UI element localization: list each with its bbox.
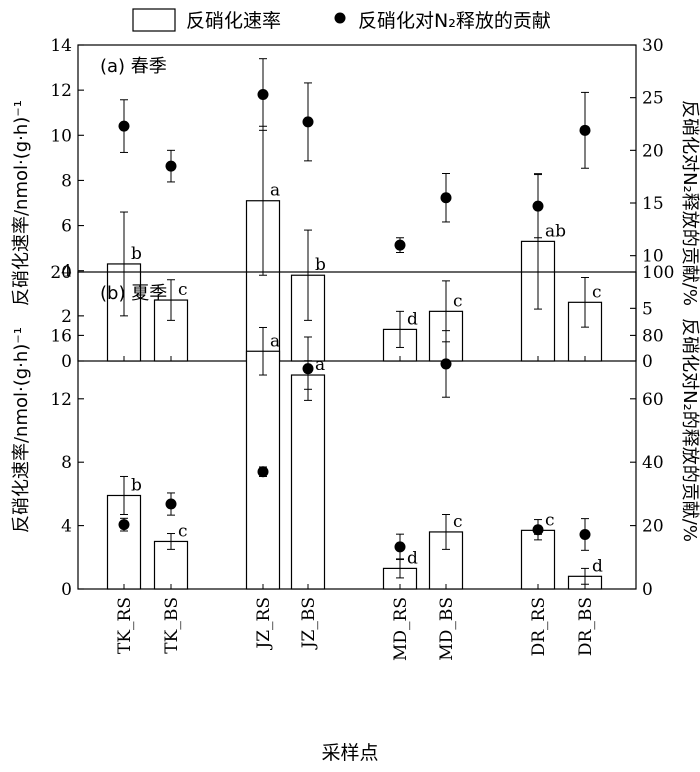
x-tick-label-MD_RS: MD_RS [391, 597, 411, 661]
sig-letter-b-JZ_RS: a [270, 331, 280, 351]
left-tick-label-a: 14 [50, 36, 72, 56]
plot-frame-b [77, 271, 637, 590]
x-tick-label-JZ_RS: JZ_RS [254, 597, 274, 651]
legend-bar-label: 反硝化速率 [186, 10, 281, 32]
left-axis-title-a: 反硝化速率/nmol·(g·h)⁻¹ [11, 100, 32, 306]
left-tick-label-a: 6 [61, 217, 72, 237]
x-tick-label-DR_RS: DR_RS [529, 597, 549, 656]
sig-letter-b-TK_BS: c [178, 521, 188, 541]
right-tick-label-a: 30 [642, 36, 664, 56]
dot-a-TK_BS [165, 160, 177, 172]
x-axis-title: 采样点 [321, 742, 378, 764]
left-tick-label-b: 16 [50, 326, 72, 346]
right-tick-label-b: 60 [642, 390, 664, 410]
sig-letter-a-TK_BS: c [178, 280, 188, 300]
left-tick-label-a: 10 [50, 126, 72, 146]
dot-b-JZ_BS [302, 363, 314, 375]
left-tick-label-b: 12 [50, 390, 72, 410]
dot-b-JZ_RS [257, 466, 269, 478]
dot-b-MD_RS [394, 541, 406, 553]
right-tick-label-a: 15 [642, 194, 664, 214]
dot-a-DR_RS [532, 200, 544, 212]
x-tick-label-TK_RS: TK_RS [115, 597, 135, 654]
dot-b-DR_BS [579, 528, 591, 540]
x-tick-label-JZ_BS: JZ_BS [299, 597, 319, 650]
right-tick-label-a: 0 [642, 352, 653, 372]
right-tick-label-b: 0 [642, 580, 653, 600]
dot-a-MD_RS [394, 239, 406, 251]
sig-letter-a-JZ_RS: a [270, 181, 280, 201]
legend-bar-swatch [132, 8, 176, 32]
panel-spring: 0 2 4 6 8 10 12 14 0 5 10 15 20 25 30 (a) 春季反硝化速率/nmol·… [11, 36, 700, 372]
panel-label-b: (b) 夏季 [100, 283, 167, 304]
sig-letter-a-DR_BS: c [592, 282, 602, 302]
left-tick-label-a: 4 [61, 262, 72, 282]
sig-letter-b-TK_RS: b [131, 475, 142, 495]
dot-a-MD_BS [440, 192, 452, 204]
right-axis-title-b: 反硝化对N₂的释放的贡献/% [679, 318, 700, 542]
x-tick-labels: TK_RS TK_BS JZ_RS JZ_BS MD_RS MD_BS DR_RS DR_BS [115, 597, 596, 661]
right-tick-label-b: 80 [642, 326, 664, 346]
sig-letter-a-TK_RS: b [131, 244, 142, 264]
dot-b-TK_RS [118, 519, 130, 531]
dot-a-JZ_BS [302, 116, 314, 128]
left-tick-label-b: 0 [61, 580, 72, 600]
sig-letter-b-MD_RS: d [407, 548, 418, 568]
right-tick-label-a: 25 [642, 89, 664, 109]
left-tick-label-a: 8 [61, 171, 72, 191]
x-tick-label-TK_BS: TK_BS [162, 597, 182, 654]
right-axis-title-a: 反硝化对N₂释放的贡献/% [679, 100, 700, 306]
left-tick-label-a: 12 [50, 81, 72, 101]
left-tick-label-a: 2 [61, 307, 72, 327]
left-tick-label-b: 8 [61, 453, 72, 473]
panel-label-a: (a) 春季 [100, 56, 167, 77]
right-tick-label-b: 40 [642, 453, 664, 473]
right-tick-label-b: 20 [642, 517, 664, 537]
legend: 反硝化速率 反硝化对N₂释放的贡献 [132, 8, 551, 32]
legend-dot-swatch [334, 12, 346, 24]
sig-letter-b-DR_RS: c [545, 510, 555, 530]
dot-b-DR_RS [532, 524, 544, 536]
sig-letter-a-MD_BS: c [453, 291, 463, 311]
right-tick-label-a: 5 [642, 299, 653, 319]
x-tick-label-MD_BS: MD_BS [437, 597, 457, 661]
sig-letter-b-JZ_BS: a [315, 355, 325, 375]
left-tick-label-b: 20 [50, 263, 72, 283]
sig-letter-a-JZ_BS: b [315, 255, 326, 275]
dot-a-TK_RS [118, 120, 130, 132]
dot-a-DR_BS [579, 124, 591, 136]
sig-letter-a-DR_RS: ab [545, 221, 566, 241]
left-tick-label-b: 4 [61, 517, 72, 537]
sig-letter-a-MD_RS: d [407, 309, 418, 329]
x-tick-label-DR_BS: DR_BS [576, 597, 596, 656]
bar-b-JZ_BS [290, 374, 326, 590]
sig-letter-b-MD_BS: c [453, 512, 463, 532]
left-axis-title-b: 反硝化速率/nmol·(g·h)⁻¹ [11, 327, 32, 533]
legend-dot-label: 反硝化对N₂释放的贡献 [358, 10, 551, 32]
right-tick-label-a: 20 [642, 141, 664, 161]
dot-b-MD_BS [440, 358, 452, 370]
sig-letter-b-DR_BS: d [592, 556, 603, 576]
left-tick-label-a: 0 [61, 352, 72, 372]
dot-a-JZ_RS [257, 89, 269, 101]
right-tick-label-b: 100 [642, 263, 674, 283]
right-tick-label-a: 10 [642, 247, 664, 267]
dot-b-TK_BS [165, 498, 177, 510]
